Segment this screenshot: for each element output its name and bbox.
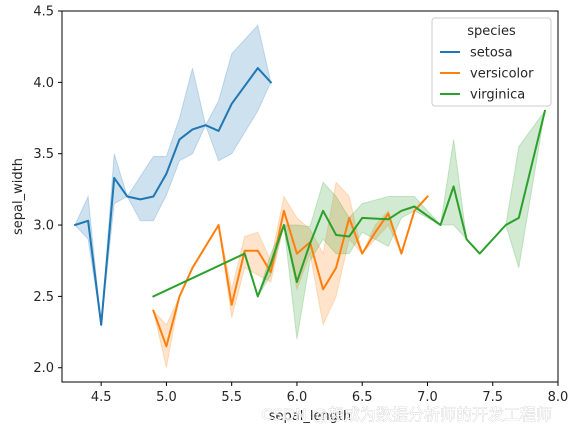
x-tick-label: 7.5 (482, 390, 503, 405)
y-axis-label: sepal_width (11, 158, 26, 235)
legend-label-virginica: virginica (470, 88, 525, 103)
y-axis-ticks: 2.0 2.5 3.0 3.5 4.0 4.5 (33, 5, 62, 376)
y-tick-label: 3.0 (33, 219, 54, 234)
x-axis-ticks: 4.5 5.0 5.5 6.0 6.5 7.0 7.5 8.0 (91, 382, 568, 405)
x-tick-label: 5.5 (221, 390, 242, 405)
plot-frame (61, 10, 559, 383)
series-line-virginica (152, 109, 547, 298)
x-tick-label: 5.0 (156, 390, 177, 405)
x-tick-label: 6.0 (287, 390, 308, 405)
y-tick-label: 2.5 (33, 290, 54, 305)
x-tick-label: 8.0 (548, 390, 568, 405)
legend-entries: setosa versicolor virginica (440, 46, 534, 103)
legend-label-versicolor: versicolor (470, 67, 534, 82)
series-line-setosa (73, 67, 273, 326)
series-lines (73, 67, 547, 348)
legend: species setosa versicolor virginica (431, 17, 552, 107)
x-axis-label: sepal_length (269, 409, 352, 424)
legend-box (431, 17, 552, 107)
y-tick-label: 3.5 (33, 147, 54, 162)
x-tick-label: 7.0 (417, 390, 438, 405)
x-tick-label: 6.5 (352, 390, 373, 405)
legend-label-setosa: setosa (470, 46, 513, 61)
y-tick-label: 4.0 (33, 76, 54, 91)
x-tick-label: 4.5 (91, 390, 112, 405)
y-tick-label: 2.0 (33, 361, 54, 376)
watermark-text: CSDN @想成为数据分析师的开发工程师 (261, 405, 552, 424)
y-tick-label: 4.5 (33, 5, 54, 20)
legend-title: species (467, 24, 516, 39)
